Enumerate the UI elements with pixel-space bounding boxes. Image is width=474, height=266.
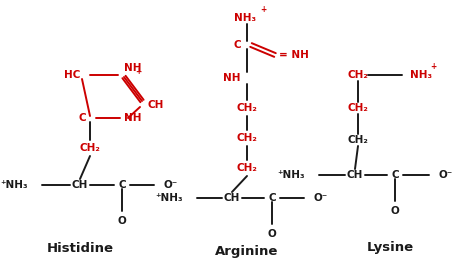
Text: O⁻: O⁻ — [439, 170, 453, 180]
Text: +: + — [260, 5, 266, 14]
Text: O⁻: O⁻ — [314, 193, 328, 203]
Text: +: + — [430, 62, 436, 71]
Text: C: C — [268, 193, 276, 203]
Text: CH: CH — [148, 100, 164, 110]
Text: C: C — [78, 113, 86, 123]
Text: NH₃: NH₃ — [410, 70, 432, 80]
Text: +: + — [135, 67, 141, 76]
Text: CH₂: CH₂ — [347, 135, 368, 145]
Text: CH₂: CH₂ — [237, 133, 257, 143]
Text: Lysine: Lysine — [366, 242, 413, 255]
Text: CH: CH — [72, 180, 88, 190]
Text: NH: NH — [124, 113, 142, 123]
Text: O⁻: O⁻ — [164, 180, 178, 190]
Text: CH₂: CH₂ — [237, 163, 257, 173]
Text: CH: CH — [224, 193, 240, 203]
Text: C: C — [391, 170, 399, 180]
Text: CH₂: CH₂ — [237, 103, 257, 113]
Text: O: O — [268, 229, 276, 239]
Text: NH: NH — [224, 73, 241, 83]
Text: C: C — [118, 180, 126, 190]
Text: ⁺NH₃: ⁺NH₃ — [0, 180, 28, 190]
Text: ⁺NH₃: ⁺NH₃ — [155, 193, 183, 203]
Text: CH₂: CH₂ — [80, 143, 100, 153]
Text: O: O — [118, 216, 127, 226]
Text: O: O — [391, 206, 400, 216]
Text: NH: NH — [124, 63, 142, 73]
Text: NH₃: NH₃ — [234, 13, 256, 23]
Text: CH: CH — [347, 170, 363, 180]
Text: Arginine: Arginine — [215, 246, 279, 259]
Text: HC: HC — [64, 70, 80, 80]
Text: ⁺NH₃: ⁺NH₃ — [277, 170, 305, 180]
Text: CH₂: CH₂ — [347, 70, 368, 80]
Text: Histidine: Histidine — [46, 242, 113, 255]
Text: = NH: = NH — [279, 50, 309, 60]
Text: C: C — [233, 40, 241, 50]
Text: CH₂: CH₂ — [347, 103, 368, 113]
